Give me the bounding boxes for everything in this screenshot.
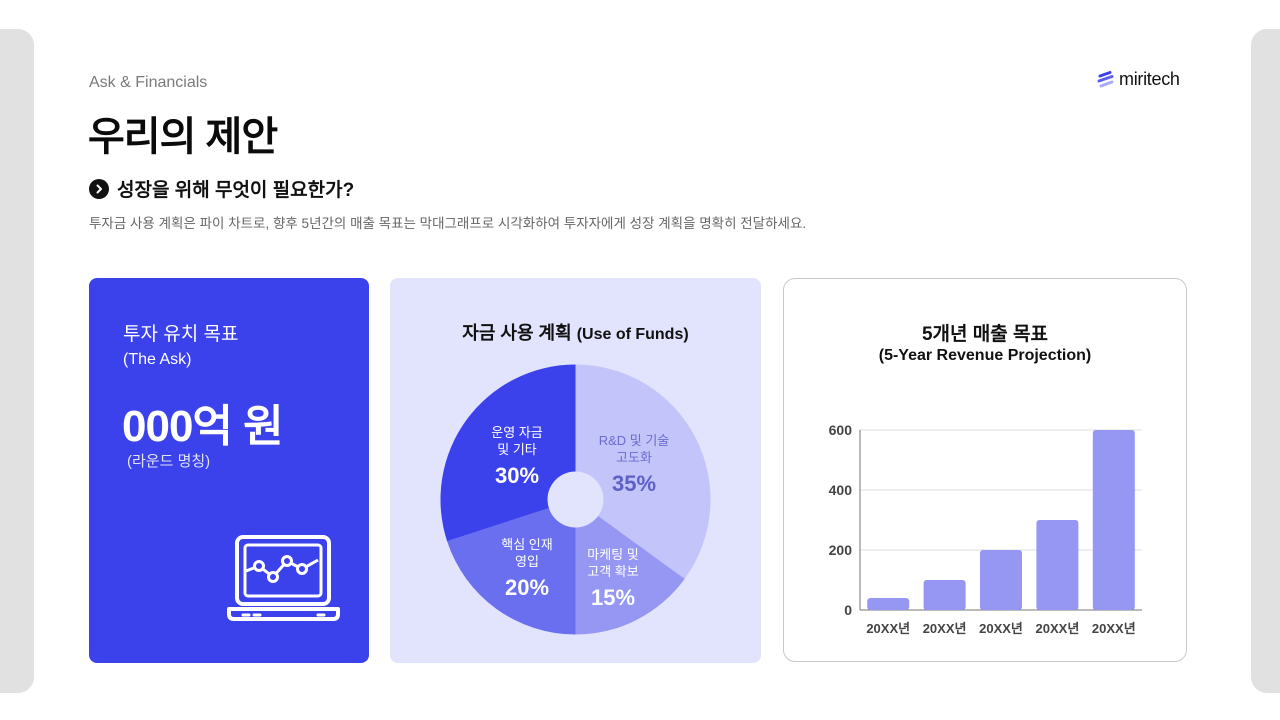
- svg-text:600: 600: [829, 422, 853, 438]
- svg-text:0: 0: [844, 602, 852, 618]
- pie-slice-talent: [447, 499, 576, 635]
- previous-slide-edge[interactable]: [0, 29, 34, 693]
- svg-text:400: 400: [829, 482, 853, 498]
- next-slide-edge[interactable]: [1251, 29, 1280, 693]
- section-kicker: Ask & Financials: [89, 74, 208, 91]
- brand-logo: miritech: [1097, 69, 1180, 90]
- pie-slice-operations: [440, 364, 576, 542]
- x-axis-ticks: 20XX년 20XX년 20XX년 20XX년 20XX년: [866, 621, 1135, 636]
- bar: [923, 580, 966, 610]
- svg-text:20XX년: 20XX년: [923, 621, 967, 636]
- pie-label-talent: 핵심 인재 영입 20%: [501, 537, 553, 600]
- ask-title: 투자 유치 목표: [123, 324, 239, 345]
- pie-label-operations: 운영 자금 및 기타 30%: [491, 425, 543, 488]
- svg-text:20XX년: 20XX년: [1036, 621, 1080, 636]
- slide-title: 우리의 제안: [88, 115, 278, 159]
- revenue-subtitle: (5-Year Revenue Projection): [878, 347, 1092, 364]
- use-of-funds-pie-chart: [440, 364, 711, 635]
- y-axis-ticks: 0 200 400 600: [829, 422, 853, 618]
- ask-amount: 000억 원: [122, 402, 284, 451]
- chart-bars: [867, 430, 1135, 610]
- pie-label-marketing: 마케팅 및 고객 확보 15%: [587, 547, 639, 610]
- bar: [980, 550, 1022, 610]
- svg-text:20XX년: 20XX년: [1092, 621, 1136, 636]
- svg-text:200: 200: [829, 542, 853, 558]
- section-question: 성장을 위해 무엇이 필요한가?: [89, 175, 354, 202]
- pie-slice-rnd: [575, 364, 711, 579]
- use-of-funds-card: 자금 사용 계획 (Use of Funds) 운영 자금 및 기타 30% R…: [390, 278, 761, 663]
- chevron-right-circle-icon: [89, 178, 109, 199]
- svg-text:20XX년: 20XX년: [866, 621, 910, 636]
- slide-description: 투자금 사용 계획은 파이 차트로, 향후 5년간의 매출 목표는 막대그래프로…: [89, 216, 807, 231]
- funds-title: 자금 사용 계획 (Use of Funds): [390, 319, 761, 345]
- pie-slice-marketing: [575, 499, 685, 635]
- round-name: (라운드 명칭): [127, 453, 211, 470]
- question-text: 성장을 위해 무엇이 필요한가?: [117, 180, 355, 201]
- bar: [867, 598, 910, 610]
- ask-subtitle: (The Ask): [123, 351, 192, 368]
- svg-text:20XX년: 20XX년: [979, 621, 1023, 636]
- logo-text: miritech: [1119, 69, 1180, 89]
- revenue-title: 5개년 매출 목표: [921, 324, 1048, 345]
- revenue-bar-chart: 0 200 400 600 20XX년 20XX년 20XX년 20XX년 20XX년: [829, 422, 1142, 636]
- ask-card: 투자 유치 목표 (The Ask) 000억 원 (라운드 명칭): [89, 278, 369, 663]
- funds-title-en: (Use of Funds): [576, 326, 689, 343]
- laptop-chart-icon: [227, 535, 340, 621]
- bar: [1036, 520, 1079, 610]
- pie-label-rnd: R&D 및 기술 고도화 35%: [598, 433, 670, 496]
- funds-title-ko: 자금 사용 계획: [462, 323, 572, 343]
- miritech-logo-icon: [1097, 70, 1114, 87]
- bar: [1092, 430, 1135, 610]
